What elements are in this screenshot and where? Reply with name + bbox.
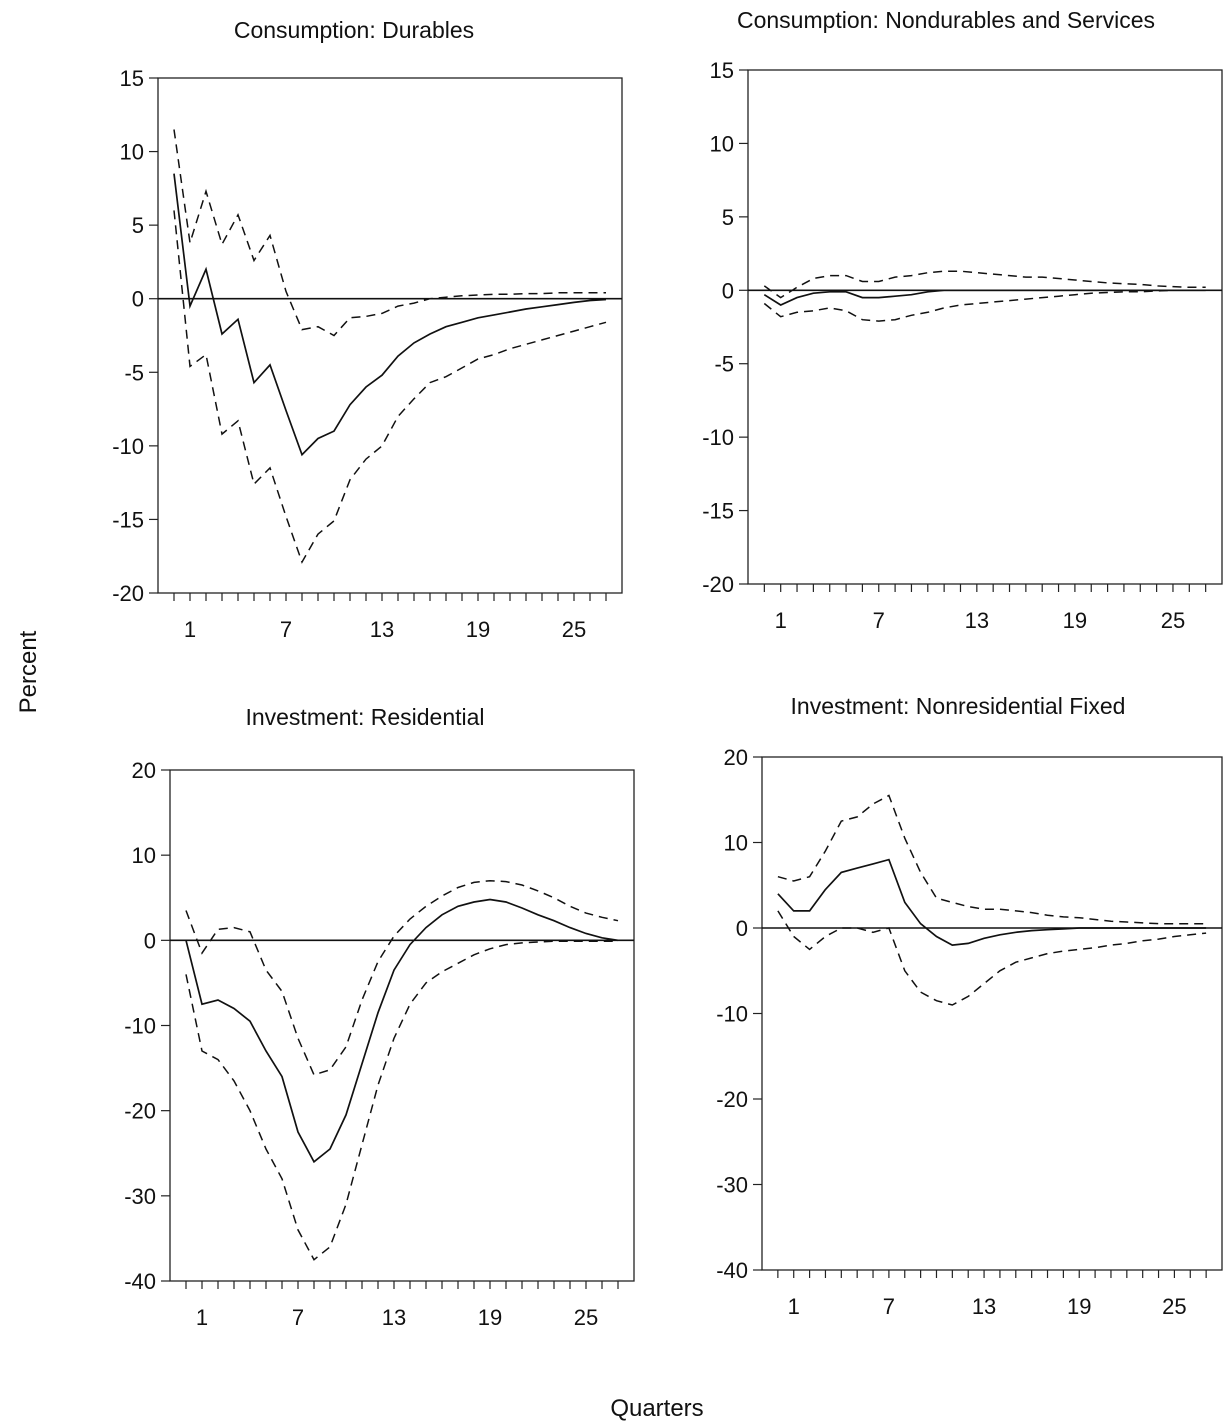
x-tick-label: 13 [965, 608, 989, 633]
plot-frame [157, 77, 623, 594]
x-tick-label: 13 [972, 1294, 996, 1319]
y-tick-label: 10 [132, 843, 156, 868]
x-tick-label: 1 [775, 608, 787, 633]
y-tick-label: -10 [702, 425, 734, 450]
y-tick-label: -5 [714, 352, 734, 377]
y-tick-label: 20 [132, 758, 156, 783]
x-tick-label: 1 [788, 1294, 800, 1319]
panel-investment-nonresidential-fixed: Investment: Nonresidential Fixed 20 10 0 -10… [716, 693, 1223, 1319]
lower-band-line [763, 289, 1206, 322]
x-tick-label: 25 [574, 1305, 598, 1330]
impulse-response-line [763, 289, 1206, 306]
panel-investment-residential: Investment: Residential 20 10 0 -10 -20 -30 -40… [124, 704, 635, 1330]
x-tick-label: 1 [184, 617, 196, 642]
figure-y-axis-title: Percent [15, 630, 42, 713]
y-tick-label: -20 [702, 572, 734, 597]
y-tick-label: 0 [144, 928, 156, 953]
x-tick-label: 7 [873, 608, 885, 633]
y-tick-label: -10 [124, 1014, 156, 1039]
y-tick-label: 10 [710, 131, 734, 156]
y-tick-label: -20 [112, 581, 144, 606]
x-tick-label: 13 [382, 1305, 406, 1330]
upper-band-line [777, 794, 1207, 925]
x-tick-label: 1 [196, 1305, 208, 1330]
y-tick-label: 0 [736, 916, 748, 941]
y-tick-label: 0 [722, 278, 734, 303]
y-tick-label: -15 [112, 507, 144, 532]
y-tick-label: -15 [702, 499, 734, 524]
y-tick-label: 20 [724, 745, 748, 770]
plot-frame [761, 756, 1223, 1271]
lower-band-line [173, 210, 607, 564]
plot-frame [747, 69, 1223, 585]
y-tick-label: 5 [132, 213, 144, 238]
x-tick-label: 19 [1063, 608, 1087, 633]
panel-title: Investment: Residential [245, 704, 484, 730]
panel-title: Investment: Nonresidential Fixed [791, 693, 1126, 719]
y-tick-label: -40 [124, 1269, 156, 1294]
panel-title: Consumption: Nondurables and Services [737, 7, 1155, 33]
x-tick-label: 19 [478, 1305, 502, 1330]
y-tick-label: -30 [716, 1173, 748, 1198]
y-tick-label: 10 [120, 140, 144, 165]
figure-x-axis-title: Quarters [610, 1395, 703, 1422]
x-tick-label: 19 [466, 617, 490, 642]
y-tick-label: -20 [124, 1099, 156, 1124]
y-tick-label: -10 [716, 1002, 748, 1027]
y-tick-label: -20 [716, 1087, 748, 1112]
x-tick-label: 25 [1161, 608, 1185, 633]
x-tick-label: 7 [292, 1305, 304, 1330]
plot-frame [169, 769, 635, 1282]
y-tick-label: -30 [124, 1184, 156, 1209]
impulse-response-line [777, 858, 1207, 946]
upper-band-line [173, 129, 606, 337]
impulse-response-line [185, 898, 619, 1164]
x-tick-label: 19 [1067, 1294, 1091, 1319]
upper-band-line [185, 879, 619, 1076]
panel-consumption-durables: Consumption: Durables 15 10 5 0 -5 -10 -15 -20 1 7… [112, 17, 623, 642]
x-tick-label: 25 [562, 617, 586, 642]
x-tick-label: 7 [280, 617, 292, 642]
x-tick-label: 25 [1162, 1294, 1186, 1319]
impulse-response-line [173, 173, 607, 457]
y-tick-label: -10 [112, 434, 144, 459]
lower-band-line [777, 910, 1207, 1006]
y-tick-label: 0 [132, 287, 144, 312]
y-tick-label: -40 [716, 1258, 748, 1283]
x-tick-label: 13 [370, 617, 394, 642]
x-tick-label: 7 [883, 1294, 895, 1319]
panel-title: Consumption: Durables [234, 17, 474, 43]
lower-band-line [185, 940, 618, 1261]
y-tick-label: 15 [120, 66, 144, 91]
panel-consumption-nondurables-services: Consumption: Nondurables and Services151… [702, 7, 1223, 633]
upper-band-line [763, 270, 1206, 299]
y-tick-label: -5 [124, 360, 144, 385]
y-tick-label: 10 [724, 831, 748, 856]
y-tick-label: 5 [722, 205, 734, 230]
y-tick-label: 15 [710, 58, 734, 83]
